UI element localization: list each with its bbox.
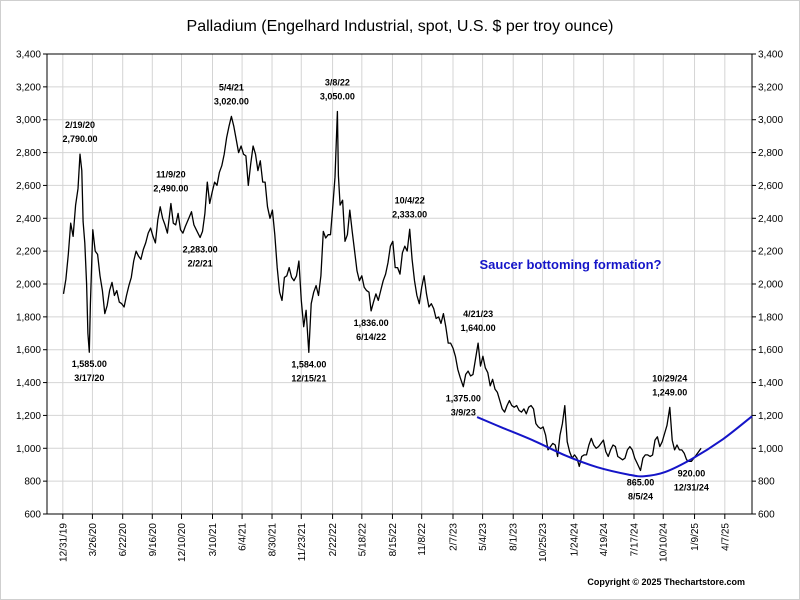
x-tick-label: 1/24/24 <box>569 523 580 557</box>
annotation-line-1: 3/8/22 <box>325 78 350 88</box>
y-tick-label-right: 2,400 <box>758 214 783 225</box>
annotation-line-1: 2,283.00 <box>183 245 218 255</box>
plot-border <box>46 53 753 515</box>
x-tick-label: 8/15/22 <box>388 523 399 557</box>
y-tick-label-left: 1,600 <box>16 345 41 356</box>
x-tick-label: 10/10/24 <box>659 523 670 562</box>
x-tick-label: 12/31/19 <box>58 523 69 562</box>
annotation-line-1: 1,836.00 <box>354 318 389 328</box>
x-tick-label: 6/22/20 <box>118 523 129 557</box>
y-tick-label-right: 800 <box>758 477 775 488</box>
annotation-line-2: 12/31/24 <box>674 482 709 492</box>
y-tick-label-right: 3,000 <box>758 115 783 126</box>
saucer-trend-curve <box>476 415 753 478</box>
x-tick-label: 2/7/23 <box>449 523 460 551</box>
y-tick-label-right: 1,400 <box>758 378 783 389</box>
y-tick-label-left: 2,600 <box>16 181 41 192</box>
x-tick-label: 5/4/23 <box>478 523 489 551</box>
annotation-line-2: 3,020.00 <box>214 96 249 106</box>
x-tick-label: 3/26/20 <box>88 523 99 557</box>
y-tick-label-right: 600 <box>758 510 775 521</box>
annotation-line-1: 1,585.00 <box>72 359 107 369</box>
annotation-line-1: 4/21/23 <box>463 309 493 319</box>
annotation-line-1: 10/29/24 <box>652 373 687 383</box>
x-tick-label: 2/22/22 <box>328 523 339 557</box>
x-tick-label: 11/23/21 <box>297 523 308 562</box>
y-tick-label-left: 1,400 <box>16 378 41 389</box>
chart-title: Palladium (Engelhard Industrial, spot, U… <box>186 18 614 35</box>
x-tick-label: 3/10/21 <box>208 523 219 557</box>
annotation-line-1: 2/19/20 <box>65 120 95 130</box>
annotation-line-1: 5/4/21 <box>219 82 244 92</box>
annotation-line-2: 8/5/24 <box>628 491 653 501</box>
y-tick-label-right: 2,600 <box>758 181 783 192</box>
y-tick-label-left: 1,800 <box>16 312 41 323</box>
y-tick-label-left: 1,200 <box>16 411 41 422</box>
annotation-line-2: 1,640.00 <box>461 323 496 333</box>
annotation-line-2: 2,333.00 <box>392 209 427 219</box>
y-tick-label-left: 2,800 <box>16 148 41 159</box>
annotation-line-2: 3,050.00 <box>320 92 355 102</box>
x-tick-label: 4/7/25 <box>720 523 731 551</box>
annotation-line-2: 3/17/20 <box>74 373 104 383</box>
annotation-line-2: 2/2/21 <box>188 259 213 269</box>
x-tick-label: 1/9/25 <box>690 523 701 551</box>
annotation-line-2: 1,249.00 <box>652 387 687 397</box>
y-tick-label-left: 600 <box>24 510 41 521</box>
x-tick-label: 6/4/21 <box>238 523 249 551</box>
y-tick-label-left: 2,200 <box>16 247 41 258</box>
y-tick-label-left: 2,400 <box>16 214 41 225</box>
x-tick-label: 10/25/23 <box>538 523 549 562</box>
annotation-line-2: 2,490.00 <box>153 184 188 194</box>
y-tick-label-right: 1,600 <box>758 345 783 356</box>
y-tick-label-right: 1,200 <box>758 411 783 422</box>
x-tick-label: 9/16/20 <box>148 523 159 557</box>
x-tick-label: 5/18/22 <box>357 523 368 557</box>
y-tick-label-left: 3,400 <box>16 50 41 61</box>
annotation-line-1: 10/4/22 <box>395 195 425 205</box>
copyright-text: Copyright © 2025 Thechartstore.com <box>587 577 745 587</box>
x-tick-label: 8/30/21 <box>268 523 279 557</box>
price-series-line <box>62 110 702 472</box>
x-tick-label: 8/1/23 <box>509 523 520 551</box>
y-tick-label-right: 2,800 <box>758 148 783 159</box>
y-tick-label-right: 3,200 <box>758 82 783 93</box>
y-tick-label-right: 3,400 <box>758 50 783 61</box>
annotation-line-2: 3/9/23 <box>451 408 476 418</box>
y-tick-label-right: 2,000 <box>758 280 783 291</box>
x-tick-label: 7/17/24 <box>629 523 640 557</box>
annotation-line-2: 2,790.00 <box>63 134 98 144</box>
x-tick-label: 11/8/22 <box>417 523 428 556</box>
annotation-line-1: 865.00 <box>627 477 655 487</box>
y-tick-label-left: 1,000 <box>16 444 41 455</box>
y-tick-label-left: 800 <box>24 477 41 488</box>
annotation-line-1: 1,375.00 <box>446 394 481 404</box>
y-tick-label-right: 1,800 <box>758 312 783 323</box>
y-tick-label-right: 2,200 <box>758 247 783 258</box>
annotation-line-2: 12/15/21 <box>291 373 326 383</box>
saucer-annotation: Saucer bottoming formation? <box>479 257 661 272</box>
annotation-line-2: 6/14/22 <box>356 332 386 342</box>
y-tick-label-left: 3,000 <box>16 115 41 126</box>
annotation-line-1: 1,584.00 <box>291 359 326 369</box>
x-tick-label: 12/10/20 <box>177 523 188 562</box>
y-tick-label-left: 2,000 <box>16 280 41 291</box>
annotation-line-1: 11/9/20 <box>156 170 186 180</box>
annotation-line-1: 920.00 <box>678 468 706 478</box>
y-tick-label-right: 1,000 <box>758 444 783 455</box>
y-tick-label-left: 3,200 <box>16 82 41 93</box>
x-tick-label: 4/19/24 <box>599 523 610 557</box>
